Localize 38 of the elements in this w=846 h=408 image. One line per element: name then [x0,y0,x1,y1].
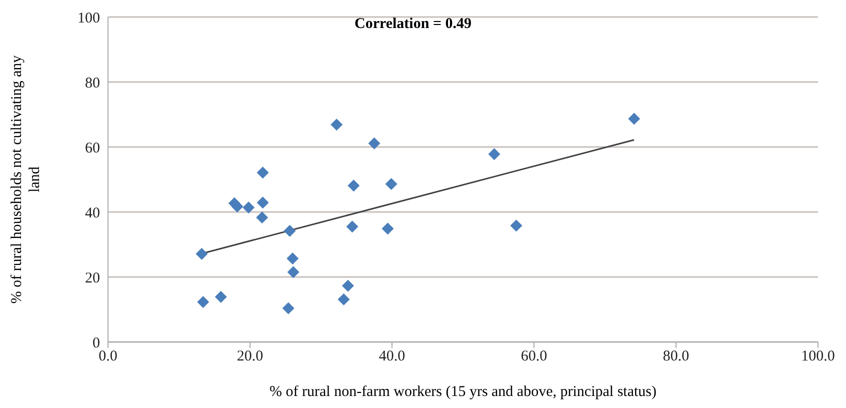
point [348,180,360,192]
y-tick-label: 0 [92,335,100,352]
y-axis-title: % of rural households not cultivating any land [9,54,43,304]
point [256,196,269,209]
point [488,148,500,160]
y-tick-label: 100 [78,10,100,26]
y-tick-label: 20 [85,270,100,286]
point [346,220,358,233]
point [197,296,210,308]
x-tick-label: 80.0 [662,348,690,365]
point [214,290,227,303]
point [330,118,343,131]
y-tick-label: 80 [85,75,100,92]
point [256,166,269,179]
chart-title: Correlation = 0.49 [353,16,472,33]
x-tick-label: 40.0 [378,348,406,365]
x-tick-label: 100.0 [801,348,835,365]
point [282,302,294,314]
point [338,293,350,306]
point [286,252,299,264]
x-tick-label: 20.0 [236,348,264,365]
point [385,178,398,190]
x-tick-label: 60.0 [520,348,548,365]
point [368,137,380,150]
point [382,222,394,235]
point [342,280,354,292]
y-tick-label: 40 [85,205,100,222]
point [287,266,300,278]
point [510,220,522,232]
point [256,212,268,224]
y-tick-label: 60 [85,140,100,156]
point [196,248,208,260]
point [231,200,244,212]
point [242,201,255,214]
point [628,112,640,125]
x-tick-label: 0.0 [98,348,118,365]
x-axis-title: % of rural non-farm workers (15 yrs and above, principal status) [270,384,656,400]
point [284,224,296,237]
